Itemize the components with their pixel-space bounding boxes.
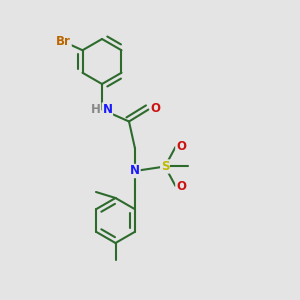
Text: N: N	[102, 103, 112, 116]
Text: O: O	[150, 102, 160, 115]
Text: O: O	[176, 140, 186, 153]
Text: S: S	[161, 160, 169, 173]
Text: Br: Br	[56, 35, 71, 48]
Text: O: O	[176, 180, 186, 194]
Text: H: H	[91, 103, 100, 116]
Text: N: N	[130, 164, 140, 178]
